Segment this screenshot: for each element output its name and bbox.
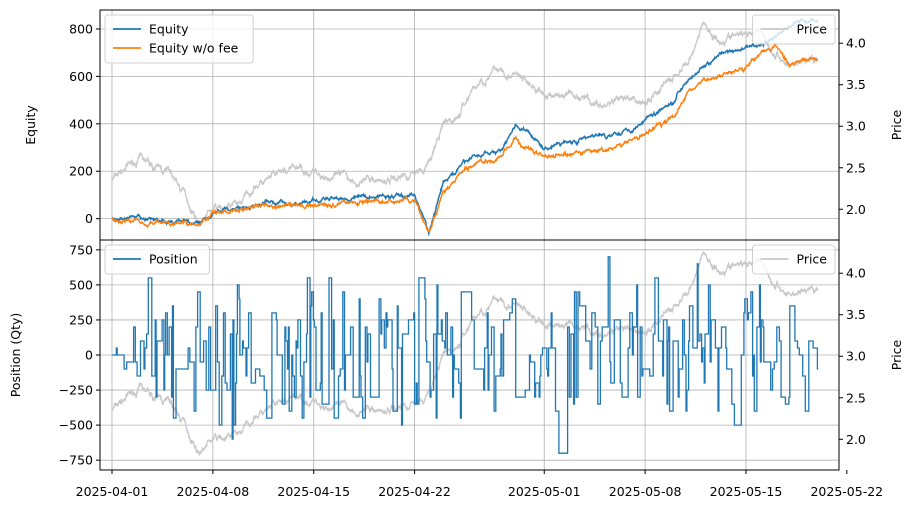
x-tick-label: 2025-04-15 <box>277 484 350 499</box>
x-tick-label: 2025-05-22 <box>810 484 883 499</box>
price-tick-label: 2.0 <box>846 432 866 447</box>
price-tick-label: 2.5 <box>846 390 866 405</box>
legend-box <box>104 14 254 64</box>
x-tick-label: 2025-05-08 <box>609 484 682 499</box>
position-price-ticks: 2.0 2.5 3.0 3.5 4.0 <box>839 266 866 447</box>
price-tick-label: 4.0 <box>846 266 866 281</box>
price-tick-label: 4.0 <box>846 36 866 51</box>
equity-series-layer <box>111 17 819 237</box>
y-tick-label: 500 <box>69 277 93 292</box>
x-tick-label: 2025-04-01 <box>76 484 149 499</box>
equity-y-label: Equity <box>23 105 38 145</box>
position-legend: Position <box>104 244 210 275</box>
legend-label: Position <box>149 252 198 267</box>
y-tick-label: 400 <box>69 116 93 131</box>
date-x-ticks: 2025-04-01 2025-04-08 2025-04-15 2025-04-22… <box>76 470 883 499</box>
y-tick-label: −750 <box>59 453 93 468</box>
equity-legend: Equity Equity w/o fee <box>104 14 254 64</box>
position-line <box>112 256 819 454</box>
y-tick-label: −500 <box>59 418 93 433</box>
price-tick-label: 3.0 <box>846 119 866 134</box>
position-series-layer <box>111 251 819 458</box>
equity-line <box>111 17 819 237</box>
equity-price-label: Price <box>889 109 904 140</box>
x-tick-label: 2025-04-22 <box>378 484 451 499</box>
price-tick-label: 3.0 <box>846 349 866 364</box>
price-tick-label: 2.5 <box>846 160 866 175</box>
equity-price-legend: Price <box>752 14 836 45</box>
y-tick-label: 200 <box>69 164 93 179</box>
x-tick-label: 2025-05-01 <box>508 484 581 499</box>
price-tick-label: 3.5 <box>846 307 866 322</box>
equity-price-ticks: 2.0 2.5 3.0 3.5 4.0 <box>839 36 866 217</box>
y-tick-label: 0 <box>85 211 93 226</box>
y-tick-label: 800 <box>69 21 93 36</box>
y-tick-label: 250 <box>69 312 93 327</box>
legend-box <box>752 14 836 45</box>
price-line-equity-panel <box>111 21 819 228</box>
price-tick-label: 3.5 <box>846 77 866 92</box>
position-panel: −750 −500 −250 0 250 500 750 2.0 2.5 3.0 3.5 4.0 2… <box>8 239 904 499</box>
y-tick-label: 0 <box>85 348 93 363</box>
equity-grid <box>100 10 839 240</box>
legend-label: Equity <box>149 22 189 37</box>
legend-label: Equity w/o fee <box>149 41 239 56</box>
x-tick-label: 2025-05-15 <box>710 484 783 499</box>
legend-label: Price <box>797 22 828 37</box>
legend-box <box>752 244 836 275</box>
price-line-position-panel <box>111 251 819 458</box>
legend-label: Price <box>797 252 828 267</box>
y-tick-label: −250 <box>59 383 93 398</box>
position-price-legend: Price <box>752 244 836 275</box>
position-price-label: Price <box>889 339 904 370</box>
y-tick-label: 600 <box>69 69 93 84</box>
y-tick-label: 750 <box>69 242 93 257</box>
equity-wo-fee-line <box>111 41 819 234</box>
legend-box <box>104 244 210 275</box>
price-tick-label: 2.0 <box>846 202 866 217</box>
position-y-label: Position (Qty) <box>8 313 23 398</box>
equity-panel: 0 200 400 600 800 2.0 2.5 3.0 3.5 4.0 Equity Pri… <box>23 9 904 241</box>
equity-y-ticks: 0 200 400 600 800 <box>69 21 100 226</box>
position-y-ticks: −750 −500 −250 0 250 500 750 <box>59 242 100 468</box>
x-tick-label: 2025-04-08 <box>177 484 250 499</box>
